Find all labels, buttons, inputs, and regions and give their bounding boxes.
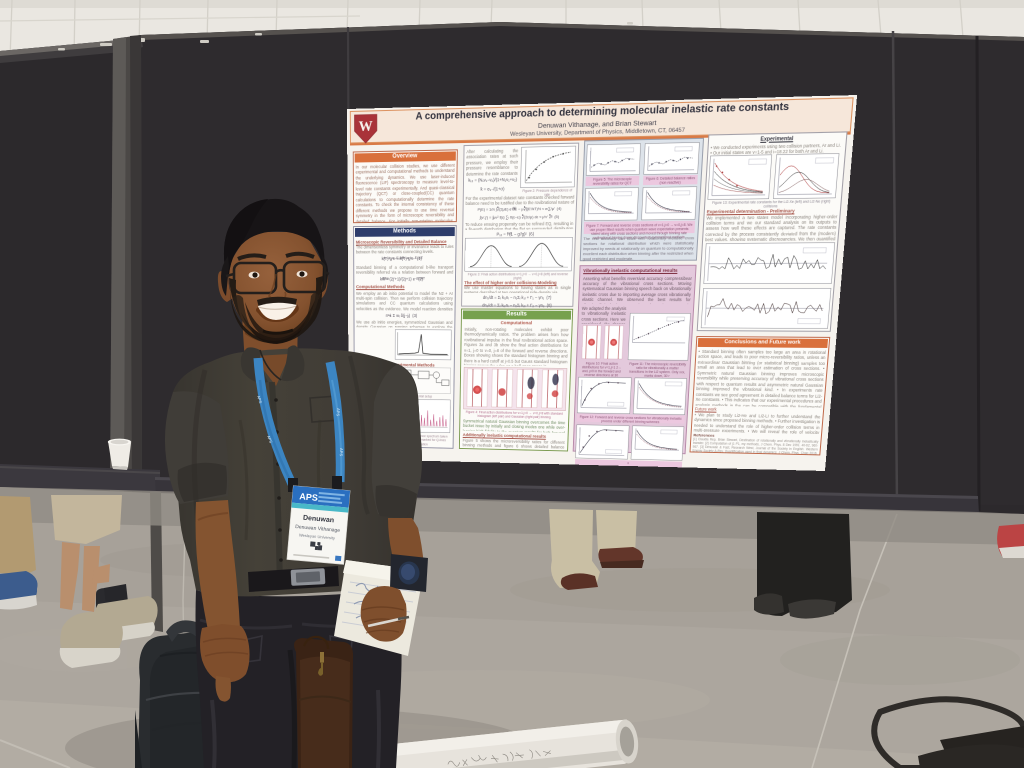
svg-text:APS: APS [299,491,318,503]
svg-text:APS: APS [336,408,341,417]
svg-text:Denuwan Vithanage: Denuwan Vithanage [295,524,341,534]
svg-text:APS: APS [266,435,274,445]
svg-text:W: W [359,118,373,135]
svg-text:APS: APS [256,395,263,404]
svg-text:APS: APS [339,448,344,456]
svg-text:Wesleyan University: Wesleyan University [299,532,335,540]
svg-text:Denuwan: Denuwan [303,515,335,525]
